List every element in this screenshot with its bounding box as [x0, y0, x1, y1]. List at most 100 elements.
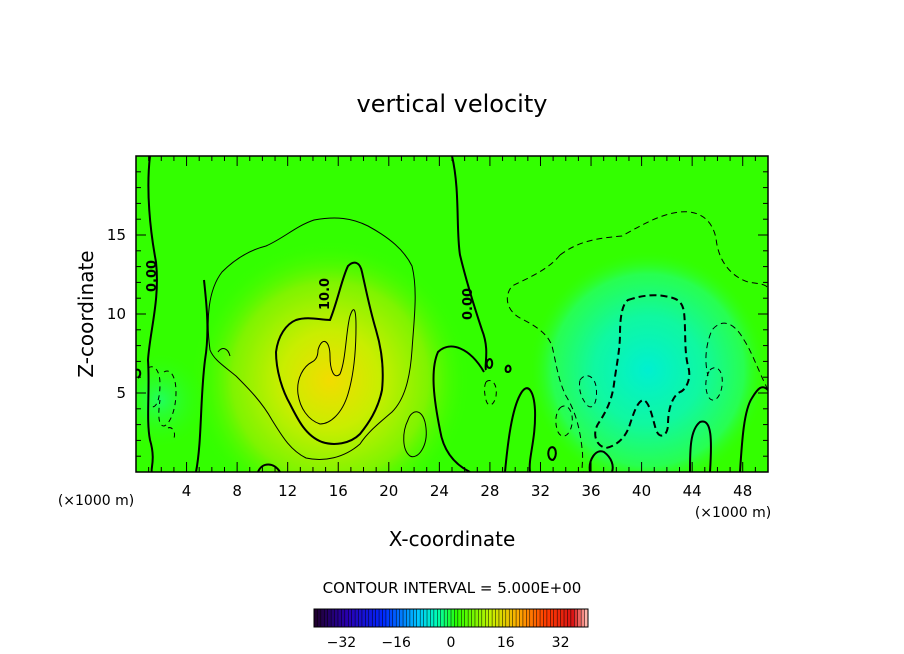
- colorbar-swatch: [368, 609, 373, 627]
- contour-minus10-downdraft: [594, 294, 691, 450]
- colorbar-swatch: [355, 609, 359, 627]
- contour-5-tail: [217, 348, 231, 357]
- colorbar-swatch: [543, 609, 548, 627]
- colorbar-swatch: [433, 609, 438, 627]
- colorbar-swatch: [492, 609, 496, 627]
- colorbar-swatch: [320, 609, 325, 627]
- x-tick-label: 36: [581, 482, 600, 500]
- x-tick-label: 48: [733, 482, 752, 500]
- colorbar-swatch: [334, 609, 339, 627]
- colorbar-swatch: [478, 609, 483, 627]
- x-tick-label: 20: [379, 482, 398, 500]
- x-tick-label: 4: [182, 482, 192, 500]
- colorbar-swatch: [564, 609, 568, 627]
- colorbar-swatch: [533, 609, 537, 627]
- colorbar-swatch: [540, 609, 544, 627]
- x-unit-right: (×1000 m): [695, 505, 771, 521]
- colorbar-tick-label: 0: [447, 635, 456, 651]
- zero-contour-bottom1: [257, 463, 281, 472]
- colorbar-swatch: [409, 609, 414, 627]
- colorbar-swatch: [471, 609, 476, 627]
- colorbar-swatch: [461, 609, 465, 627]
- colorbar-swatch: [516, 609, 520, 627]
- colorbar-swatch: [485, 609, 489, 627]
- colorbar-swatch: [444, 609, 448, 627]
- contour-interval-text: CONTOUR INTERVAL = 5.000E+00: [323, 579, 582, 597]
- colorbar-swatch: [314, 609, 318, 627]
- colorbar-swatch: [553, 609, 558, 627]
- contour-5-blob: [403, 411, 427, 458]
- x-tick-label: 16: [329, 482, 348, 500]
- colorbar-swatch: [457, 609, 462, 627]
- zero-contour-middle: [432, 156, 488, 472]
- updraft-shading: [160, 220, 500, 472]
- x-axis-label: X-coordinate: [389, 527, 516, 551]
- colorbar-swatch: [502, 609, 507, 627]
- colorbar-swatch: [361, 609, 366, 627]
- color-field: [136, 156, 768, 472]
- zero-contour-mid2: [504, 387, 537, 472]
- colorbar-swatch: [584, 609, 589, 627]
- colorbar-swatch: [358, 609, 363, 627]
- colorbar-swatch: [403, 609, 407, 627]
- colorbar-swatch: [413, 609, 418, 627]
- colorbar-swatch: [423, 609, 428, 627]
- colorbar-tick-label: 16: [497, 635, 515, 651]
- zero-contour-small1: [485, 358, 512, 374]
- colorbar-swatch: [557, 609, 561, 627]
- colorbar-swatch: [375, 609, 380, 627]
- x-tick-label: 40: [632, 482, 651, 500]
- chart-title: vertical velocity: [357, 90, 548, 118]
- colorbar-swatch: [382, 609, 387, 627]
- colorbar-swatch: [570, 609, 575, 627]
- left-downdraft-shading: [136, 355, 202, 445]
- contour-label-2: 10.0: [318, 278, 333, 310]
- colorbar-swatch: [341, 609, 346, 627]
- colorbar-swatch: [546, 609, 551, 627]
- y-tick-label: 10: [107, 305, 126, 323]
- zero-contour-small2: [547, 446, 557, 462]
- colorbar-swatch: [519, 609, 524, 627]
- x-tick-label: 8: [232, 482, 242, 500]
- colorbar-swatch: [536, 609, 541, 627]
- colorbar-swatch: [331, 609, 335, 627]
- x-unit-left: (×1000 m): [58, 493, 134, 509]
- colorbar-swatch: [430, 609, 435, 627]
- colorbar: −32 −16 0 16 32: [313, 608, 589, 651]
- colorbar-swatch: [495, 609, 500, 627]
- x-tick-label: 24: [430, 482, 449, 500]
- colorbar-swatch: [348, 609, 352, 627]
- contour-minus5-left: [147, 366, 177, 439]
- zero-contour-right: [689, 386, 768, 472]
- colorbar-swatch: [474, 609, 479, 627]
- colorbar-swatch: [406, 609, 411, 627]
- x-tick-label: 44: [683, 482, 702, 500]
- colorbar-swatch: [337, 609, 342, 627]
- colorbar-swatch: [498, 609, 503, 627]
- colorbar-swatch: [392, 609, 397, 627]
- colorbar-swatch: [437, 609, 442, 627]
- colorbar-swatch: [468, 609, 472, 627]
- colorbar-swatch: [389, 609, 394, 627]
- colorbar-swatch: [529, 609, 534, 627]
- contour-minus5-bits: [484, 367, 723, 437]
- x-tick-label: 32: [531, 482, 550, 500]
- colorbar-swatch: [464, 609, 469, 627]
- colorbar-swatch: [399, 609, 404, 627]
- colorbar-swatch: [447, 609, 452, 627]
- colorbar-swatch: [505, 609, 510, 627]
- y-axis-label: Z-coordinate: [74, 250, 98, 377]
- colorbar-tick-label: 32: [552, 635, 570, 651]
- colorbar-tick-label: −16: [381, 635, 411, 651]
- zero-contour-left2: [195, 279, 209, 472]
- colorbar-swatch: [365, 609, 370, 627]
- zero-contour-right2: [588, 450, 614, 472]
- downdraft-shading: [495, 220, 768, 472]
- colorbar-swatch: [581, 609, 585, 627]
- contour-10-updraft: [274, 261, 384, 445]
- contour-label-3: 0.00: [461, 288, 476, 320]
- colorbar-swatch: [567, 609, 572, 627]
- colorbar-swatch: [317, 609, 322, 627]
- contour-label-1: 0.00: [145, 260, 160, 292]
- colorbar-swatch: [327, 609, 332, 627]
